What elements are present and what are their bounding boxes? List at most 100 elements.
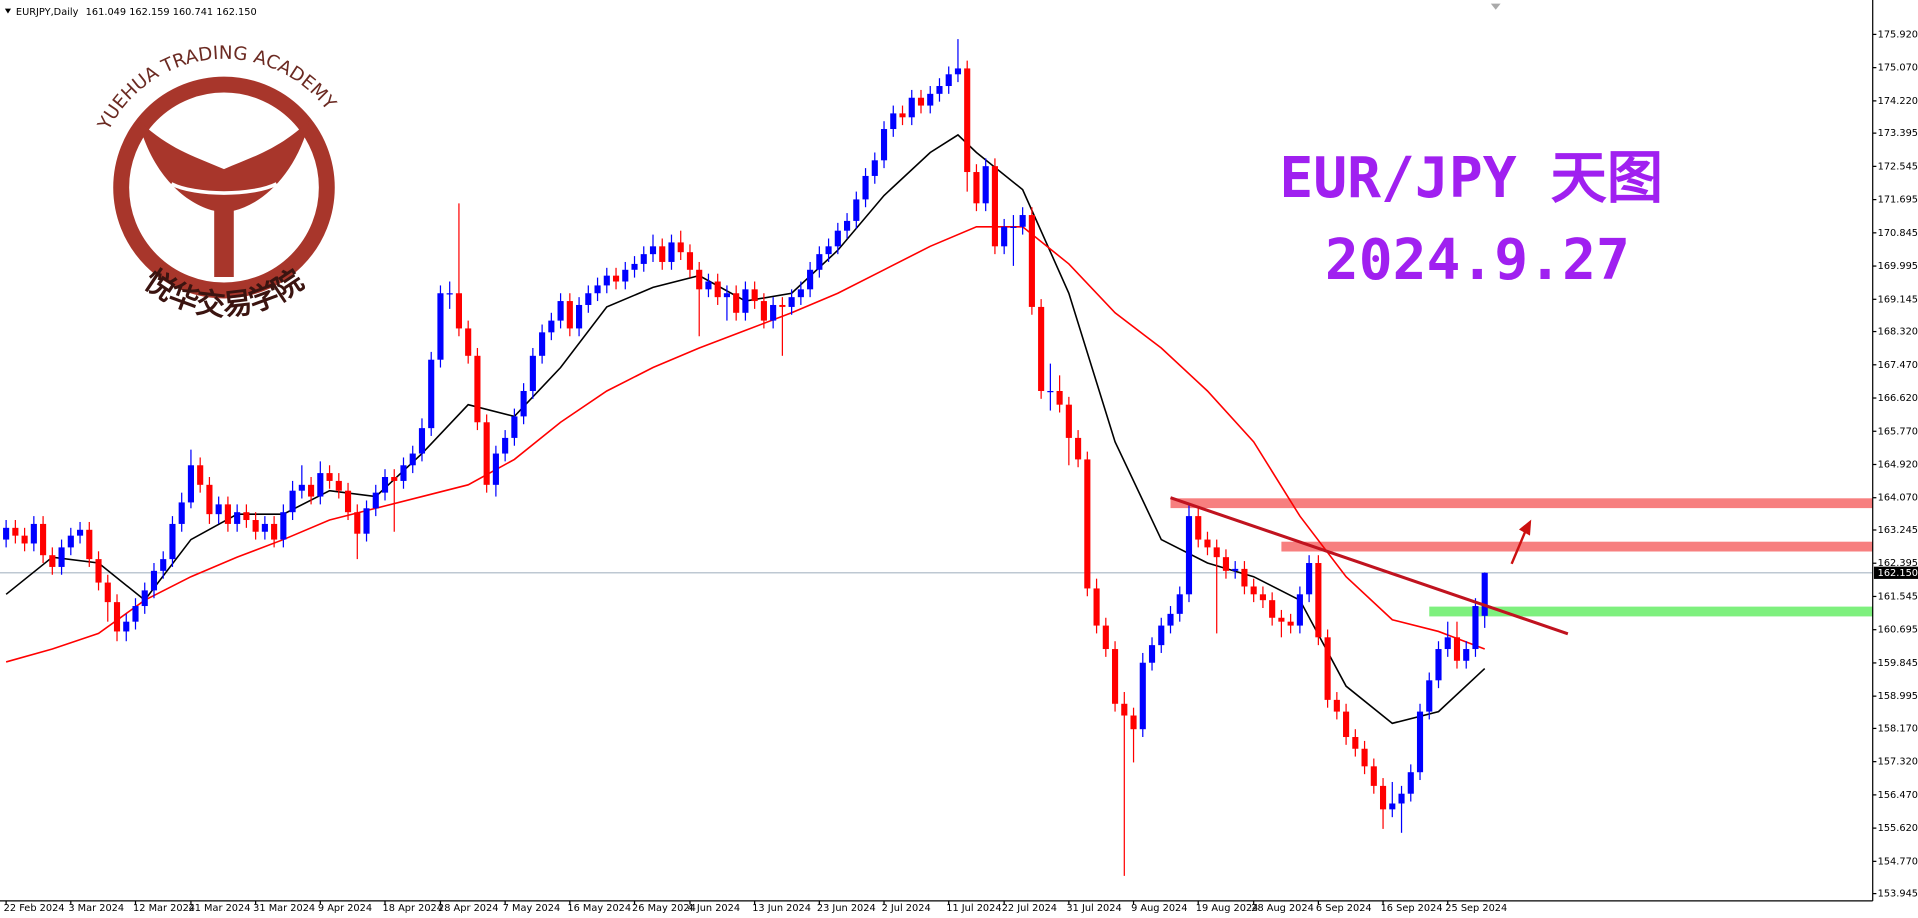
y-tick-label: 161.545 bbox=[1878, 591, 1918, 602]
candle-body bbox=[1028, 215, 1035, 307]
candle-body bbox=[1352, 737, 1359, 749]
x-tick-label: 9 Aug 2024 bbox=[1131, 903, 1187, 914]
x-tick-label: 31 Jul 2024 bbox=[1066, 903, 1121, 914]
candle-body bbox=[1056, 390, 1063, 405]
x-tick-label: 22 Feb 2024 bbox=[4, 903, 65, 914]
candle-body bbox=[298, 484, 305, 491]
candle-body bbox=[529, 355, 536, 391]
candle-body bbox=[520, 390, 527, 417]
candle-body bbox=[502, 437, 509, 454]
candle-body bbox=[372, 492, 379, 509]
x-tick-label: 25 Sep 2024 bbox=[1445, 903, 1507, 914]
candle-body bbox=[465, 328, 472, 356]
candle-body bbox=[539, 332, 546, 356]
candle-body bbox=[612, 275, 620, 282]
candle-body bbox=[409, 453, 416, 466]
candle-body bbox=[1343, 711, 1350, 738]
candle-body bbox=[1463, 649, 1470, 661]
candle-body bbox=[113, 602, 121, 632]
candle-body bbox=[576, 304, 583, 329]
candle-body bbox=[844, 220, 851, 231]
candle-body bbox=[40, 523, 47, 556]
candle-body bbox=[344, 490, 352, 513]
candle-body bbox=[1259, 594, 1266, 601]
candle-body bbox=[391, 477, 398, 481]
candle-body bbox=[1139, 662, 1146, 730]
candle-body bbox=[1278, 617, 1285, 622]
candle-body bbox=[317, 473, 324, 497]
candle-body bbox=[890, 113, 897, 130]
candle-body bbox=[964, 68, 971, 173]
menu-triangle bbox=[4, 8, 12, 14]
symbol-label: EURJPY,Daily bbox=[16, 7, 79, 18]
candle-body bbox=[1296, 594, 1303, 626]
candle-body bbox=[335, 480, 342, 491]
candle-body bbox=[982, 166, 989, 204]
candle-body bbox=[834, 230, 841, 247]
candle-body bbox=[1269, 600, 1276, 618]
candle-body bbox=[1250, 586, 1257, 595]
logo-ring bbox=[113, 76, 335, 299]
trendline bbox=[1170, 496, 1569, 636]
y-tick-label: 154.770 bbox=[1878, 856, 1918, 867]
candle-body bbox=[252, 520, 259, 532]
candle-body bbox=[1019, 215, 1026, 227]
candle-body bbox=[1093, 588, 1100, 626]
candle-body bbox=[1389, 803, 1396, 810]
candle-body bbox=[1435, 649, 1442, 681]
candle-body bbox=[1444, 637, 1451, 650]
candle-body bbox=[880, 129, 888, 161]
candle-body bbox=[1010, 226, 1017, 228]
arrow-head bbox=[1518, 519, 1532, 536]
y-tick-label: 174.220 bbox=[1878, 96, 1918, 107]
candle-body bbox=[30, 523, 37, 544]
x-tick-label: 13 Jun 2024 bbox=[752, 903, 811, 914]
candle-body bbox=[400, 465, 407, 481]
y-tick-label: 153.945 bbox=[1878, 889, 1918, 900]
candle-body bbox=[825, 246, 832, 255]
candle-body bbox=[770, 304, 777, 321]
y-tick-label: 162.395 bbox=[1878, 558, 1918, 569]
logo-emblem-line bbox=[170, 182, 278, 195]
candle-body bbox=[1324, 637, 1331, 700]
candle-body bbox=[354, 512, 361, 534]
candle-body bbox=[917, 97, 925, 106]
y-tick-label: 156.470 bbox=[1878, 790, 1918, 801]
candle-body bbox=[474, 355, 481, 423]
candle-body bbox=[779, 304, 786, 307]
y-tick-label: 173.395 bbox=[1878, 128, 1918, 139]
candle-body bbox=[1065, 404, 1072, 438]
candle-body bbox=[1158, 625, 1165, 646]
candle-body bbox=[483, 422, 490, 485]
candle-body bbox=[603, 275, 610, 286]
candle-body bbox=[1481, 572, 1488, 616]
x-tick-label: 26 May 2024 bbox=[632, 903, 696, 914]
level-band bbox=[1170, 498, 1873, 509]
candle-body bbox=[206, 484, 213, 515]
candle-body bbox=[95, 559, 102, 583]
candle-body bbox=[677, 242, 684, 253]
candle-body bbox=[446, 293, 453, 295]
x-tick-label: 18 Apr 2024 bbox=[383, 903, 443, 914]
y-tick-label: 167.470 bbox=[1878, 360, 1918, 371]
candle-body bbox=[418, 428, 426, 454]
candle-body bbox=[197, 465, 204, 485]
scroll-marker bbox=[1490, 3, 1501, 10]
candle-body bbox=[733, 293, 740, 313]
x-tick-label: 12 Mar 2024 bbox=[133, 903, 195, 914]
candle-body bbox=[1398, 793, 1405, 804]
candle-body bbox=[1315, 563, 1322, 638]
candle-body bbox=[714, 281, 721, 298]
candle-body bbox=[1167, 613, 1174, 626]
candle-body bbox=[1241, 568, 1248, 587]
candle-body bbox=[1001, 226, 1008, 247]
candle-body bbox=[668, 242, 675, 262]
candle-body bbox=[1148, 645, 1156, 663]
chart-title: EUR/JPY 天图 bbox=[1279, 146, 1663, 211]
candle-body bbox=[1370, 766, 1377, 786]
y-tick-label: 168.320 bbox=[1878, 327, 1918, 338]
x-tick-label: 31 Mar 2024 bbox=[253, 903, 315, 914]
candle-body bbox=[326, 473, 333, 481]
x-tick-label: 6 Sep 2024 bbox=[1316, 903, 1372, 914]
